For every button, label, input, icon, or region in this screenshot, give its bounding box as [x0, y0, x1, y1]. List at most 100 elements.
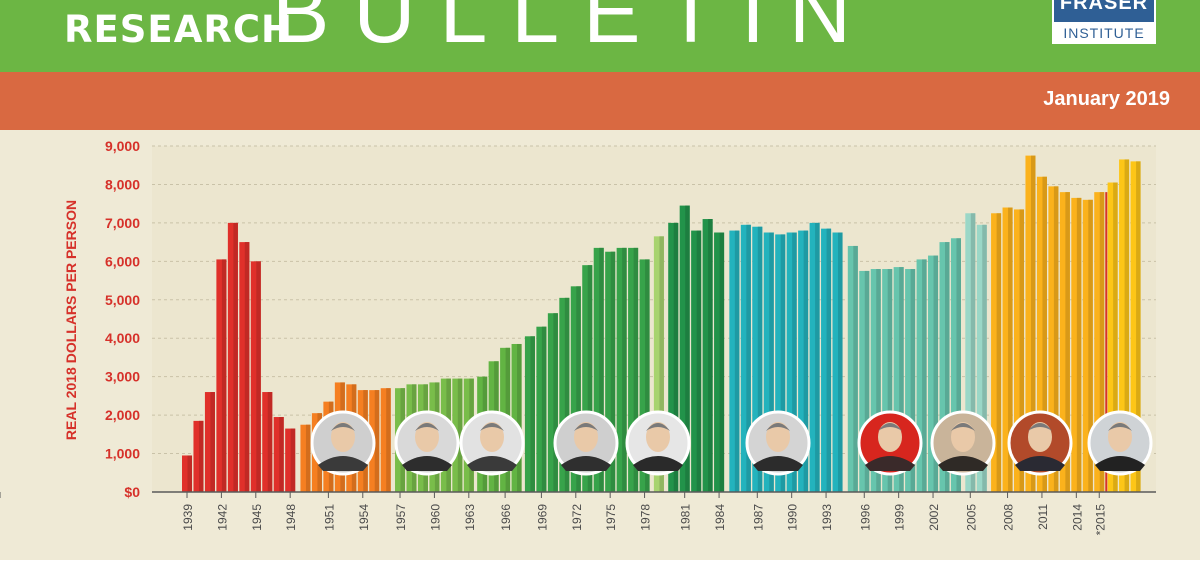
x-tick-label: 1972 [570, 504, 584, 531]
bar [250, 261, 261, 492]
bar-shade [945, 242, 950, 492]
bar [582, 265, 593, 492]
bar-shade [876, 269, 881, 492]
bar-shade [746, 224, 751, 493]
bar [524, 336, 535, 492]
x-tick-label: 1984 [713, 504, 727, 531]
x-tick-label: 1969 [535, 504, 549, 531]
bar-shade [553, 313, 558, 492]
bar-shade [1136, 161, 1141, 492]
portrait-harper-icon [1007, 410, 1073, 476]
y-tick-label: 1,000 [105, 446, 140, 462]
bar [639, 259, 650, 492]
x-tick-label: 1966 [499, 504, 513, 531]
y-tick-label: 8,000 [105, 176, 140, 192]
bar [653, 236, 664, 492]
bar [216, 259, 227, 492]
portrait-diefenbaker-icon [394, 410, 460, 476]
bar [593, 247, 604, 492]
bar-shade [933, 255, 939, 492]
x-tick-label: 2002 [927, 504, 941, 531]
bar-shade [899, 267, 904, 492]
bar-shade [564, 297, 570, 492]
bar-shade [587, 265, 593, 492]
bar [547, 313, 558, 492]
bar [729, 230, 740, 493]
bar-shade [757, 226, 763, 492]
x-tick-label: 1939 [181, 504, 195, 531]
bar [559, 297, 570, 492]
x-tick-label: 1942 [215, 504, 229, 531]
bar [991, 213, 1002, 492]
bar-shade [530, 336, 535, 492]
bar-shade [221, 259, 227, 492]
bar [859, 270, 870, 492]
bar-shade [1042, 176, 1047, 492]
bar-shade [210, 392, 215, 492]
bar [965, 213, 976, 492]
bar-shade [1065, 192, 1070, 492]
bar [905, 269, 916, 492]
bar [916, 259, 927, 492]
logo-bottom-text: INSTITUTE [1054, 22, 1154, 44]
bar-shade [256, 261, 261, 492]
y-tick-label: 4,000 [105, 330, 140, 346]
bar-shade [1008, 207, 1013, 492]
portrait-j-trudeau-icon [1087, 410, 1153, 476]
bar [616, 247, 627, 492]
bar-shade [838, 232, 843, 492]
x-tick-label: 2014 [1070, 504, 1084, 531]
bar-shade [541, 326, 547, 492]
bar-shade [1113, 182, 1118, 492]
bar [679, 205, 690, 492]
bar [939, 242, 950, 492]
bar [691, 230, 702, 493]
bar [786, 232, 797, 492]
y-axis-label: REAL 2018 DOLLARS PER PERSON [63, 200, 79, 440]
bar-shade [792, 232, 797, 492]
bar [1002, 207, 1013, 492]
bar [262, 392, 273, 492]
bar [193, 420, 204, 492]
portrait-p-trudeau-icon [553, 410, 619, 476]
bar-shade [187, 455, 193, 492]
y-tick-label: 2,000 [105, 407, 140, 423]
y-tick-label: 7,000 [105, 215, 140, 231]
bar [882, 269, 893, 492]
bar-shade [1076, 197, 1082, 492]
bar-shade [719, 232, 725, 492]
bulletin-label: BULLETIN [272, 0, 876, 61]
bar-shade [386, 388, 391, 492]
bar [821, 228, 832, 492]
bar-shade [864, 270, 870, 492]
bar-shade [803, 230, 809, 493]
x-tick-label: 1996 [858, 504, 872, 531]
bar [714, 232, 725, 492]
publication-date: January 2019 [1043, 88, 1170, 110]
portrait-clark-icon [625, 410, 691, 476]
bar-shade [633, 247, 639, 492]
header-banner: RESEARCH BULLETIN FRASER INSTITUTE [0, 0, 1200, 72]
x-tick-label: 2008 [1002, 504, 1016, 531]
bar-shade [305, 424, 311, 492]
y-tick-label: $0 [124, 484, 140, 500]
bar-shade [1053, 186, 1059, 492]
bar [628, 247, 639, 492]
bar-shade [956, 238, 961, 492]
bar [740, 224, 751, 493]
bar-shade [576, 286, 581, 492]
bar-shade [374, 390, 380, 492]
bar [570, 286, 581, 492]
bar-shade [769, 232, 774, 492]
bar-shade [922, 259, 927, 492]
bar [798, 230, 809, 493]
fraser-institute-logo[interactable]: FRASER INSTITUTE [1052, 0, 1156, 44]
bar-shade [1030, 155, 1036, 492]
bar-shade [457, 378, 463, 492]
portrait-chretien-icon [857, 410, 923, 476]
x-tick-label: 1948 [284, 504, 298, 531]
bar [239, 242, 250, 492]
x-tick-label: 1981 [679, 504, 693, 531]
bar-shade [1088, 199, 1093, 493]
bar [1094, 192, 1105, 492]
